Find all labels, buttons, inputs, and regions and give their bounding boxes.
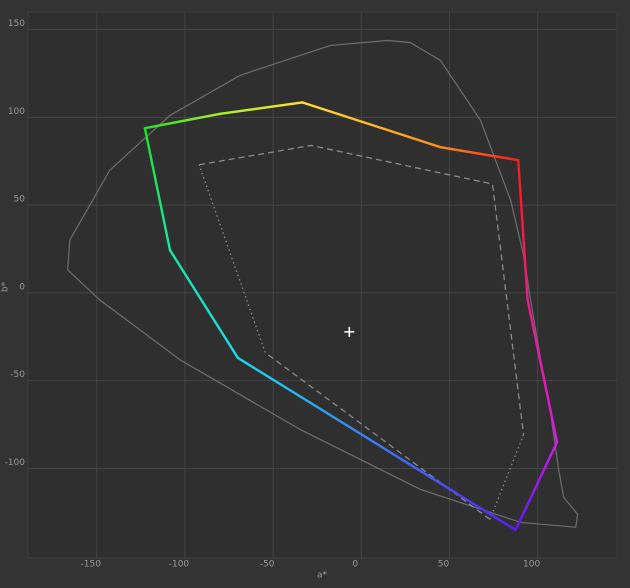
- gamut-edge: [168, 248, 240, 360]
- x-tick-label: 100: [523, 560, 540, 570]
- gamut-edge: [517, 158, 529, 302]
- reference-gamut: [198, 144, 525, 435]
- reference-gamut: [489, 434, 525, 520]
- reference-gamut: [198, 164, 266, 353]
- locus-outline: [67, 39, 579, 528]
- y-tick-label: -50: [10, 370, 25, 380]
- gamut-edge: [236, 356, 517, 532]
- y-axis-label: b*: [1, 281, 11, 292]
- y-tick-label: -100: [5, 458, 26, 468]
- x-tick-label: -150: [81, 560, 102, 570]
- x-tick-label: -50: [260, 560, 275, 570]
- gamut-edge: [526, 298, 559, 444]
- gamut-edge: [143, 127, 172, 252]
- gamut-edge: [514, 440, 559, 532]
- x-axis-label: a*: [317, 571, 328, 581]
- gamut-edge: [301, 101, 442, 149]
- gamut-edge: [143, 112, 222, 130]
- y-tick-label: 0: [19, 282, 25, 292]
- x-tick-label: 50: [438, 560, 450, 570]
- reference-gamut: [264, 352, 491, 520]
- x-tick-label: 0: [352, 560, 358, 570]
- y-tick-label: 50: [14, 195, 26, 205]
- plot-area: [27, 11, 618, 559]
- y-tick-label: 150: [8, 19, 25, 29]
- x-tick-label: -100: [169, 560, 190, 570]
- gamut-edge: [219, 101, 304, 116]
- gamut-edge: [439, 145, 520, 162]
- white-point: [344, 326, 355, 337]
- y-tick-label: 100: [8, 107, 25, 117]
